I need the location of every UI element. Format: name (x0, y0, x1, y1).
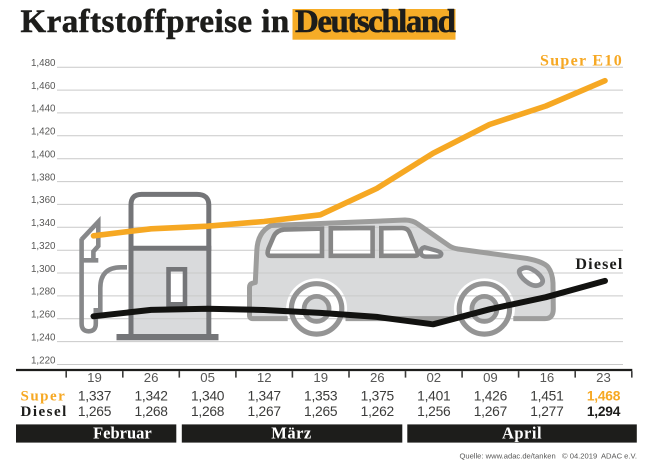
svg-text:1,265: 1,265 (78, 404, 112, 419)
svg-text:1,400: 1,400 (31, 150, 56, 161)
svg-text:19: 19 (87, 370, 102, 385)
svg-text:1,220: 1,220 (31, 355, 56, 366)
svg-text:1,460: 1,460 (31, 81, 56, 92)
svg-text:1,480: 1,480 (31, 58, 56, 69)
svg-text:Diesel: Diesel (21, 404, 68, 420)
svg-text:1,337: 1,337 (78, 389, 111, 404)
svg-text:1,268: 1,268 (191, 404, 225, 419)
svg-text:1,440: 1,440 (31, 104, 56, 115)
svg-text:02: 02 (426, 370, 441, 385)
svg-text:1,265: 1,265 (304, 404, 338, 419)
svg-text:1,360: 1,360 (31, 195, 56, 206)
svg-text:1,268: 1,268 (134, 404, 168, 419)
svg-text:26: 26 (370, 370, 385, 385)
svg-text:1,426: 1,426 (474, 389, 508, 404)
svg-text:1,353: 1,353 (304, 389, 338, 404)
svg-text:1,300: 1,300 (31, 264, 56, 275)
svg-text:1,380: 1,380 (31, 172, 56, 183)
svg-text:1,256: 1,256 (417, 404, 451, 419)
svg-text:1,340: 1,340 (191, 389, 225, 404)
svg-text:26: 26 (144, 370, 159, 385)
svg-text:April: April (502, 423, 542, 442)
svg-text:16: 16 (540, 370, 555, 385)
svg-text:1,342: 1,342 (134, 389, 167, 404)
svg-text:1,451: 1,451 (530, 389, 563, 404)
svg-text:Februar: Februar (93, 423, 152, 442)
svg-text:Quelle: www.adac.de/tanken ©: Quelle: www.adac.de/tanken © 04.2019 ADA… (459, 452, 637, 461)
svg-text:1,340: 1,340 (31, 218, 56, 229)
svg-text:Super E10: Super E10 (540, 53, 623, 70)
svg-text:1,294: 1,294 (587, 404, 621, 419)
svg-text:1,267: 1,267 (248, 404, 281, 419)
svg-text:1,375: 1,375 (361, 389, 395, 404)
svg-text:09: 09 (483, 370, 498, 385)
svg-text:Diesel: Diesel (575, 256, 623, 273)
svg-text:12: 12 (257, 370, 272, 385)
svg-text:1,420: 1,420 (31, 127, 56, 138)
svg-text:1,262: 1,262 (361, 404, 394, 419)
svg-text:1,468: 1,468 (587, 389, 621, 404)
svg-text:19: 19 (313, 370, 328, 385)
svg-text:1,260: 1,260 (31, 310, 56, 321)
svg-text:1,267: 1,267 (474, 404, 507, 419)
svg-text:Super: Super (21, 388, 67, 404)
svg-text:1,347: 1,347 (248, 389, 281, 404)
svg-text:März: März (271, 423, 311, 442)
svg-text:1,320: 1,320 (31, 241, 56, 252)
svg-text:1,277: 1,277 (530, 404, 563, 419)
svg-text:05: 05 (200, 370, 215, 385)
svg-text:1,280: 1,280 (31, 287, 56, 298)
svg-text:1,240: 1,240 (31, 332, 56, 343)
svg-text:1,401: 1,401 (417, 389, 450, 404)
svg-text:23: 23 (596, 370, 611, 385)
